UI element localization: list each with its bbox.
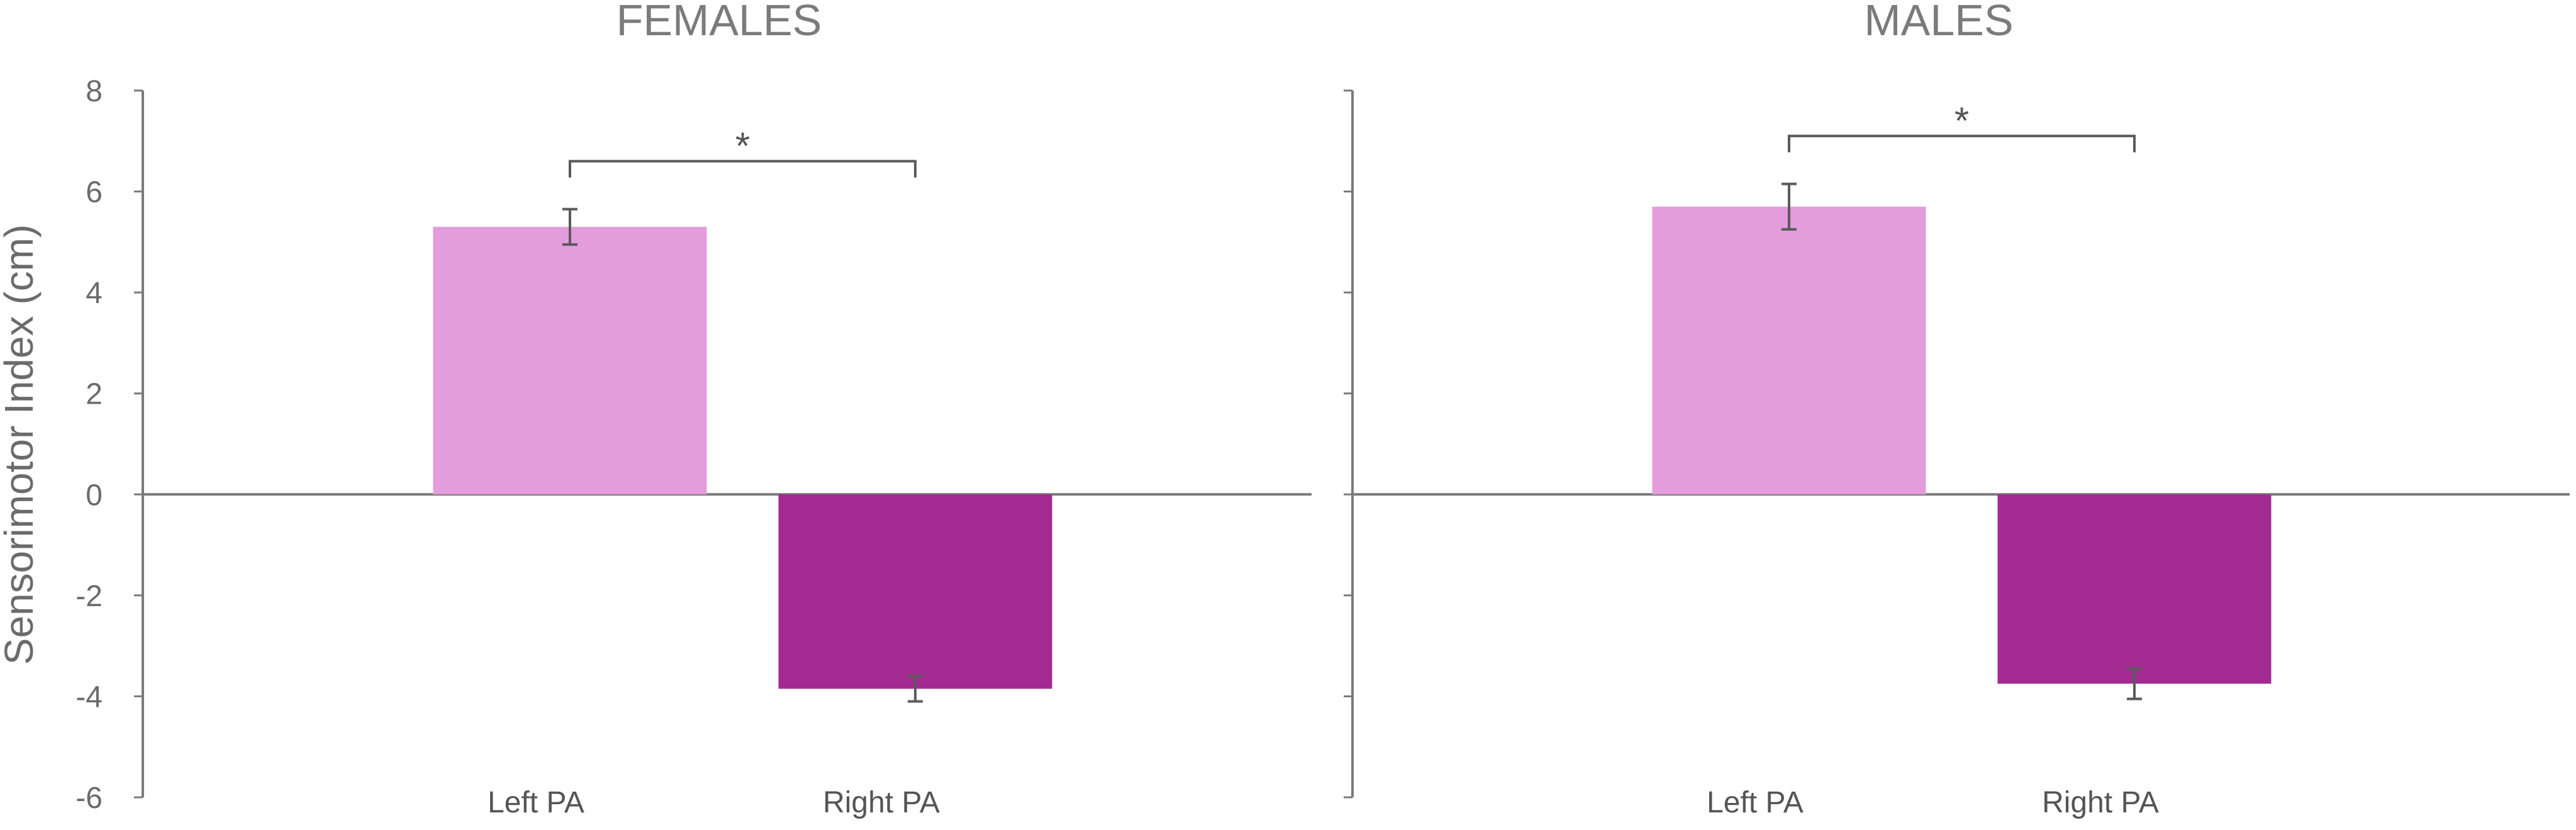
bar-left-pa — [1652, 206, 1926, 495]
y-tick-label: 6 — [86, 176, 103, 209]
y-tick-label: 8 — [86, 75, 103, 108]
significance-star: * — [1954, 99, 1969, 141]
y-tick-label: -2 — [75, 580, 103, 613]
y-axis-label: Sensorimotor Index (cm) — [0, 224, 42, 665]
bar-right-pa — [1997, 494, 2272, 684]
chart-panel-1: FEMALES -6 -4 -2 0 2 4 6 8 Left PA Right PA * — [75, 0, 1312, 819]
significance-star: * — [735, 124, 750, 167]
category-label: Left PA — [1707, 786, 1804, 819]
chart-panel-2: MALES Left PA Right PA * — [1344, 0, 2570, 819]
bar-left-pa — [433, 226, 707, 495]
category-label: Right PA — [823, 786, 940, 819]
y-tick-label: -4 — [75, 680, 103, 714]
significance-bracket — [569, 160, 917, 178]
chart-title: FEMALES — [616, 0, 822, 45]
bar-right-pa — [778, 494, 1052, 689]
category-label: Right PA — [2042, 786, 2159, 819]
y-tick-label: 4 — [86, 277, 103, 310]
y-tick-label: 2 — [86, 378, 103, 411]
chart-panels: FEMALES -6 -4 -2 0 2 4 6 8 Left PA Right PA * MALES L… — [75, 0, 2570, 819]
y-tick-label: -6 — [75, 782, 103, 815]
significance-bracket — [1788, 135, 2136, 153]
category-label: Left PA — [488, 786, 584, 819]
y-tick-label: 0 — [86, 479, 103, 512]
chart-title: MALES — [1864, 0, 2013, 45]
